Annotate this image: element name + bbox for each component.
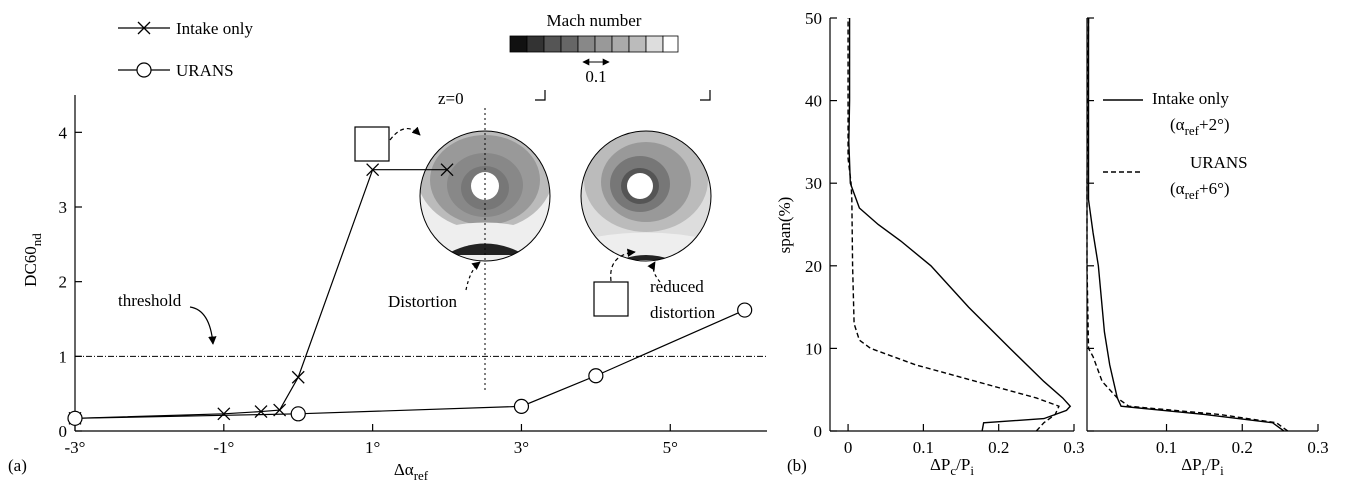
profile-line <box>847 18 1060 432</box>
y-tick-label: 1 <box>59 347 68 366</box>
y-axis-label-part: DC60 <box>21 246 40 287</box>
x-tick-label: 5° <box>663 438 678 457</box>
x-tick-label: 3° <box>514 438 529 457</box>
x-tick-label: -1° <box>213 438 234 457</box>
legend-note: (αref+6°) <box>1170 179 1230 202</box>
z-label: z=0 <box>438 89 464 108</box>
threshold-label: threshold <box>118 291 182 310</box>
axes-icon <box>535 90 711 101</box>
y-tick-label: 10 <box>805 339 822 358</box>
x-axis-label-part: ΔP <box>930 455 950 474</box>
x-axis-label-sub: r <box>1202 463 1207 478</box>
x-axis-label-part: Δα <box>394 460 414 479</box>
x-axis-label-sub: c <box>950 463 956 478</box>
y-tick-label: 3 <box>59 198 68 217</box>
marker <box>513 398 530 414</box>
hub <box>627 173 653 199</box>
legend-label: Intake only <box>176 19 253 38</box>
x-tick-label: 0 <box>844 438 853 457</box>
marker <box>588 368 604 384</box>
legend-label: URANS <box>176 61 234 80</box>
marker <box>254 405 268 419</box>
callout-arrow <box>610 248 636 282</box>
legend-note: (αref+2°) <box>1170 115 1230 138</box>
scale-label: 0.1 <box>585 67 606 86</box>
profile-line <box>1086 17 1289 432</box>
x-tick-label: 0.1 <box>913 438 934 457</box>
marker <box>137 21 151 35</box>
x-tick-label: 0.3 <box>1063 438 1084 457</box>
y-tick-label: 0 <box>814 422 823 441</box>
x-axis-label: ΔPr/Pi <box>1181 455 1224 478</box>
x-tick-label: -3° <box>65 438 86 457</box>
y-tick-label: 40 <box>805 92 822 111</box>
callout-arrow <box>389 126 421 141</box>
x-tick-label: 0.2 <box>1232 438 1253 457</box>
y-axis-label-sub: nd <box>29 233 44 247</box>
highlight-box <box>354 126 390 162</box>
x-tick-label: 0.2 <box>988 438 1009 457</box>
x-tick-label: 0.1 <box>1156 438 1177 457</box>
marker <box>217 407 231 421</box>
highlight-box <box>593 281 629 317</box>
x-axis-label-part: ΔP <box>1181 455 1201 474</box>
marker <box>440 163 454 177</box>
y-tick-label: 4 <box>59 123 68 142</box>
reduced-label: distortion <box>650 303 716 322</box>
series-line <box>74 309 745 419</box>
x-axis-label-part: /P <box>1206 455 1220 474</box>
legend-note-sub: ref <box>1185 123 1200 138</box>
reduced-label: reduced <box>650 277 704 296</box>
x-axis-label-sub: i <box>1220 463 1224 478</box>
y-tick-label: 50 <box>805 9 822 28</box>
marker <box>136 62 152 78</box>
marker <box>290 406 306 422</box>
callout-arrow <box>647 261 661 283</box>
hub <box>471 172 499 200</box>
x-axis-label: Δαref <box>394 460 429 483</box>
legend-note-part: +2°) <box>1199 115 1230 134</box>
disk-outline <box>580 130 712 262</box>
marker <box>67 410 83 426</box>
x-tick-label: 0.3 <box>1307 438 1328 457</box>
x-axis-label-sub: i <box>970 463 974 478</box>
y-tick-label: 2 <box>59 273 68 292</box>
legend-note-part: +6°) <box>1199 179 1230 198</box>
legend-note-part: (α <box>1170 115 1185 134</box>
y-axis-label: span(%) <box>775 197 794 254</box>
panel-label: (a) <box>8 456 27 475</box>
panel-label: (b) <box>787 456 807 475</box>
legend-note-part: (α <box>1170 179 1185 198</box>
marker <box>366 163 380 177</box>
colorbar <box>509 35 679 53</box>
callout-arrow <box>189 306 217 345</box>
y-tick-label: 0 <box>59 422 68 441</box>
x-axis-label-sub: ref <box>414 468 429 483</box>
x-axis-label-part: /P <box>956 455 970 474</box>
distortion-label: Distortion <box>388 292 457 311</box>
y-tick-label: 20 <box>805 257 822 276</box>
x-tick-label: 1° <box>365 438 380 457</box>
legend-note-sub: ref <box>1185 187 1200 202</box>
x-axis-label: ΔPc/Pi <box>930 455 974 478</box>
y-tick-label: 30 <box>805 174 822 193</box>
colorbar-title: Mach number <box>547 11 642 30</box>
disk-outline <box>419 130 551 262</box>
marker <box>291 370 305 384</box>
legend-label: URANS <box>1190 153 1248 172</box>
y-axis-label: DC60nd <box>21 233 44 287</box>
marker <box>737 302 753 318</box>
profile-line <box>1087 18 1285 432</box>
callout-arrow <box>465 261 481 291</box>
legend-label: Intake only <box>1152 89 1229 108</box>
profile-line <box>848 18 1072 432</box>
